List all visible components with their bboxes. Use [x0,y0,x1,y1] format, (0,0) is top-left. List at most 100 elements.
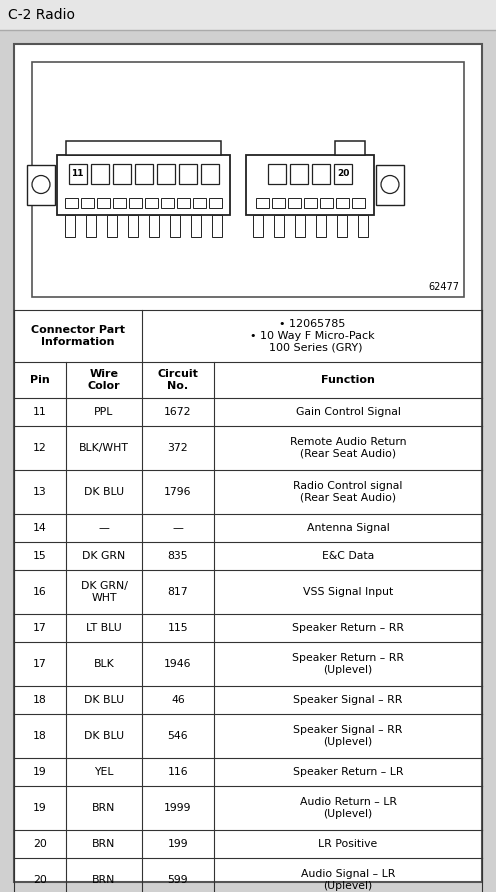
Text: Speaker Return – RR: Speaker Return – RR [292,623,404,633]
Text: DK BLU: DK BLU [84,731,124,741]
Bar [113,163,130,184]
Text: 12: 12 [33,443,47,453]
Text: Wire
Color: Wire Color [88,369,121,391]
Text: DK GRN: DK GRN [82,551,125,561]
Text: LR Positive: LR Positive [318,839,377,849]
Bar [358,214,368,236]
Bar [145,197,158,208]
Bar [65,214,75,236]
Text: 14: 14 [33,523,47,533]
Bar [161,197,174,208]
Text: Circuit
No.: Circuit No. [158,369,198,391]
Text: 372: 372 [168,443,188,453]
Text: 13: 13 [33,487,47,497]
Text: 18: 18 [33,695,47,705]
Bar [335,141,365,154]
Text: E&C Data: E&C Data [322,551,374,561]
Bar [335,197,349,208]
Text: 17: 17 [33,659,47,669]
Text: Speaker Signal – RR: Speaker Signal – RR [293,695,403,705]
Bar [27,164,55,204]
Bar [81,197,94,208]
Text: 1999: 1999 [164,803,192,813]
Bar [212,214,222,236]
Text: Audio Return – LR
(Uplevel): Audio Return – LR (Uplevel) [300,797,396,819]
Bar [149,214,159,236]
Bar [312,163,330,184]
Text: • 12065785
• 10 Way F Micro-Pack
  100 Series (GRY): • 12065785 • 10 Way F Micro-Pack 100 Ser… [249,319,374,352]
Text: DK BLU: DK BLU [84,487,124,497]
Bar [295,214,305,236]
Text: Pin: Pin [30,375,50,385]
Text: Radio Control signal
(Rear Seat Audio): Radio Control signal (Rear Seat Audio) [293,481,403,503]
Bar [32,62,464,297]
Bar [336,214,347,236]
Text: 20: 20 [33,839,47,849]
Bar [97,197,110,208]
Bar [252,214,262,236]
Text: 20: 20 [33,875,47,885]
Text: 199: 199 [168,839,188,849]
Text: 835: 835 [168,551,188,561]
Text: 115: 115 [168,623,188,633]
Text: 62477: 62477 [428,282,459,292]
Bar [268,163,286,184]
Text: PPL: PPL [94,407,114,417]
Bar [191,214,201,236]
Bar [315,214,325,236]
Text: Speaker Signal – RR
(Uplevel): Speaker Signal – RR (Uplevel) [293,725,403,747]
Bar [65,197,78,208]
Bar [107,214,117,236]
Text: 46: 46 [171,695,185,705]
Text: 546: 546 [168,731,188,741]
Text: Remote Audio Return
(Rear Seat Audio): Remote Audio Return (Rear Seat Audio) [290,437,406,458]
Bar [271,197,285,208]
Bar [209,197,222,208]
Bar [352,197,365,208]
Text: LT BLU: LT BLU [86,623,122,633]
Bar [57,154,230,214]
Text: —: — [173,523,184,533]
Text: DK BLU: DK BLU [84,695,124,705]
Text: 15: 15 [33,551,47,561]
Bar [179,163,196,184]
Bar [304,197,316,208]
Bar [255,197,268,208]
Text: 17: 17 [33,623,47,633]
Text: 20: 20 [337,169,349,178]
Text: Antenna Signal: Antenna Signal [307,523,389,533]
Bar [273,214,284,236]
Text: Function: Function [321,375,375,385]
Text: 1672: 1672 [164,407,192,417]
Bar [170,214,180,236]
Text: VSS Signal Input: VSS Signal Input [303,587,393,597]
Circle shape [32,176,50,194]
Bar [0,0,496,30]
Bar [86,214,96,236]
Text: BRN: BRN [92,839,116,849]
Text: 1796: 1796 [164,487,192,497]
Bar [128,214,138,236]
Text: 11: 11 [71,169,84,178]
Text: Connector Part
Information: Connector Part Information [31,326,125,347]
Bar [334,163,352,184]
Bar [113,197,126,208]
Bar [157,163,175,184]
Text: YEL: YEL [94,767,114,777]
Text: 116: 116 [168,767,188,777]
Text: 19: 19 [33,767,47,777]
Text: Gain Control Signal: Gain Control Signal [296,407,400,417]
Text: 1946: 1946 [164,659,192,669]
Bar [68,163,86,184]
Bar [319,197,332,208]
Bar [246,154,374,214]
Text: 11: 11 [33,407,47,417]
Text: BLK: BLK [94,659,115,669]
Bar [288,197,301,208]
Bar [90,163,109,184]
Text: BRN: BRN [92,875,116,885]
Bar [177,197,190,208]
Text: BLK/WHT: BLK/WHT [79,443,129,453]
Bar [129,197,142,208]
Bar [290,163,308,184]
